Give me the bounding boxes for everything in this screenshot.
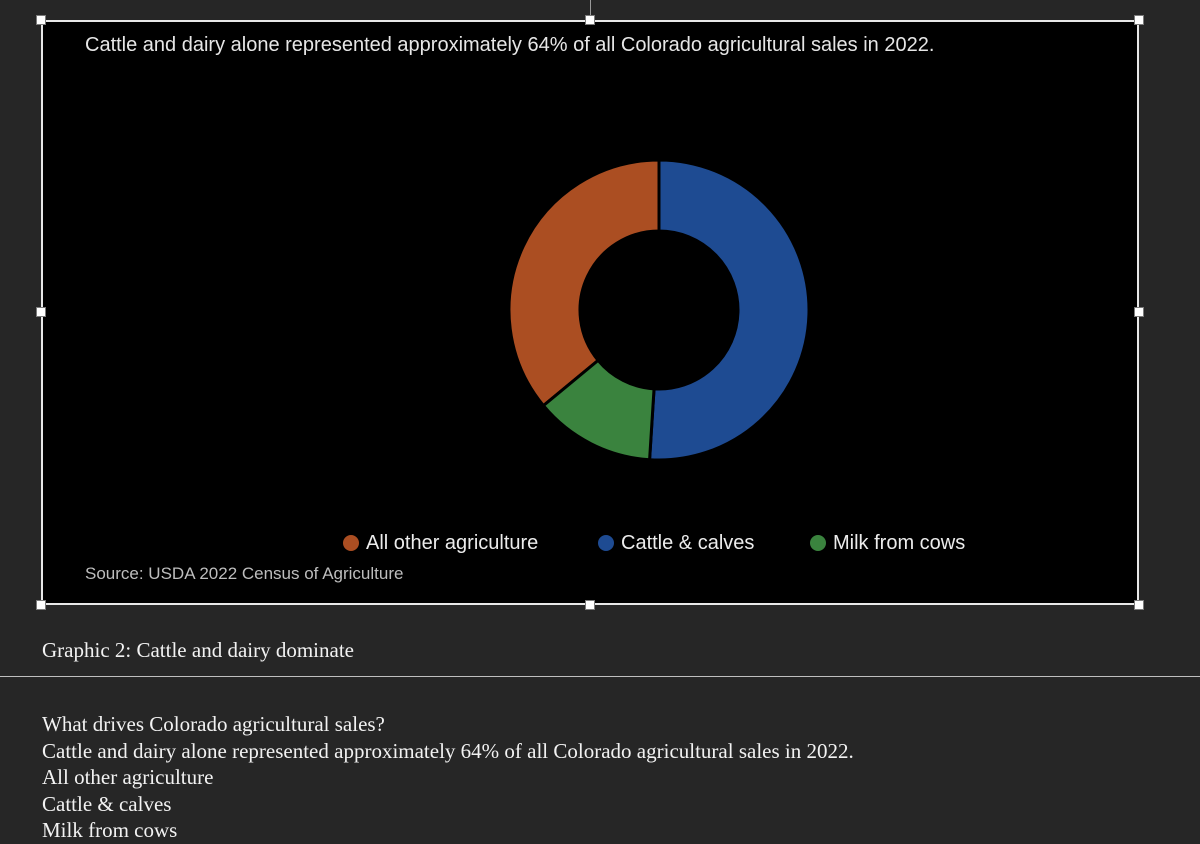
legend-label: Cattle & calves (621, 531, 755, 554)
alt-text-item: Milk from cows (42, 818, 178, 843)
alt-text-item: Cattle & calves (42, 791, 172, 816)
donut-chart (507, 158, 811, 462)
resize-handle-bottom-right[interactable] (1134, 600, 1144, 610)
legend-item-milk-from-cows: Milk from cows (810, 530, 965, 556)
alt-text-title: What drives Colorado agricultural sales? (42, 712, 385, 736)
alt-text-item: All other agriculture (42, 765, 214, 790)
alignment-guide-line (590, 0, 591, 21)
chart-source-note: Source: USDA 2022 Census of Agriculture (85, 564, 404, 583)
donut-slice-milk-from-cows (541, 358, 656, 462)
alt-text-summary: Cattle and dairy alone represented appro… (42, 738, 854, 763)
resize-handle-right[interactable] (1134, 307, 1144, 317)
chart-legend: All other agriculture Cattle & calves Mi… (43, 530, 1141, 556)
legend-label: All other agriculture (366, 531, 539, 554)
donut-slice-cattle-calves (647, 158, 811, 462)
legend-swatch (343, 535, 359, 551)
legend-swatch (598, 535, 614, 551)
resize-handle-top-left[interactable] (36, 15, 46, 25)
legend-item-all-other-agriculture: All other agriculture (343, 530, 538, 556)
chart-frame[interactable]: Cattle and dairy alone represented appro… (41, 20, 1139, 605)
chart-alt-text: What drives Colorado agricultural sales?… (42, 711, 854, 844)
resize-handle-bottom[interactable] (585, 600, 595, 610)
section-divider (0, 676, 1200, 677)
donut-slice-all-other-agriculture (507, 158, 661, 408)
legend-label: Milk from cows (833, 531, 966, 554)
figure-caption: Graphic 2: Cattle and dairy dominate (42, 638, 354, 662)
legend-swatch (810, 535, 826, 551)
resize-handle-top[interactable] (585, 15, 595, 25)
legend-item-cattle-calves: Cattle & calves (598, 530, 754, 556)
resize-handle-left[interactable] (36, 307, 46, 317)
resize-handle-bottom-left[interactable] (36, 600, 46, 610)
chart-heading: Cattle and dairy alone represented appro… (85, 34, 935, 56)
resize-handle-top-right[interactable] (1134, 15, 1144, 25)
